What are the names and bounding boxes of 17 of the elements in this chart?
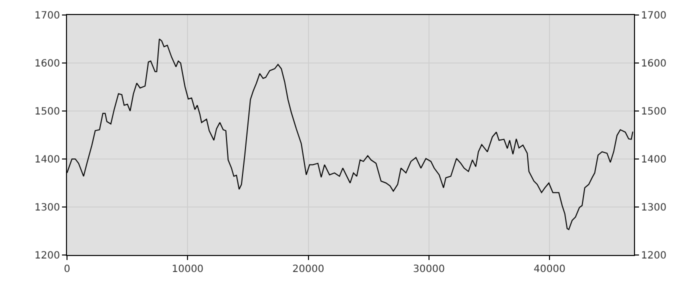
x-tick-label: 30000 bbox=[413, 264, 445, 275]
y-tick-label: 1600 bbox=[34, 58, 60, 70]
y2-tick-label: 1300 bbox=[641, 202, 666, 214]
y-tick-label: 1400 bbox=[34, 154, 60, 166]
y2-tick-label: 1200 bbox=[641, 250, 666, 262]
y2-tick-label: 1400 bbox=[641, 154, 666, 166]
x-tick-label: 0 bbox=[64, 264, 70, 275]
y2-tick-label: 1600 bbox=[641, 58, 666, 70]
y-tick-label: 1500 bbox=[34, 106, 60, 118]
y2-tick-label: 1700 bbox=[641, 10, 666, 22]
y-tick-label: 1700 bbox=[34, 10, 60, 22]
y2-tick-label: 1500 bbox=[641, 106, 666, 118]
y-tick-label: 1300 bbox=[34, 202, 60, 214]
x-tick-label: 20000 bbox=[292, 264, 324, 275]
x-tick-label: 40000 bbox=[534, 264, 566, 275]
y-tick-label: 1200 bbox=[34, 250, 60, 262]
x-tick-label: 10000 bbox=[172, 264, 204, 275]
